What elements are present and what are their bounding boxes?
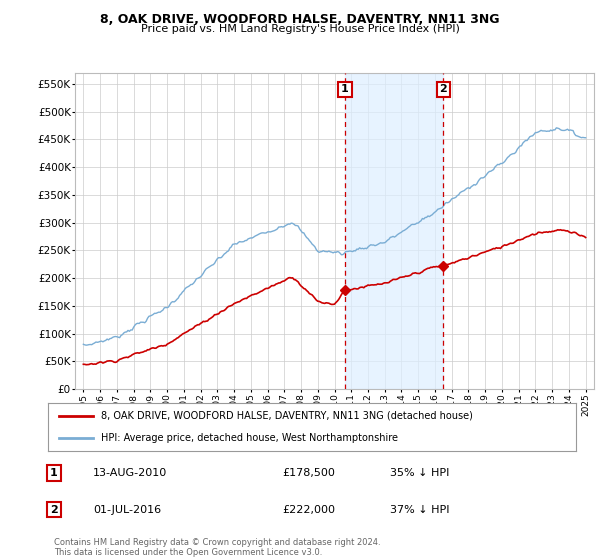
Bar: [345, 73, 443, 389]
Text: £222,000: £222,000: [282, 505, 335, 515]
Text: 8, OAK DRIVE, WOODFORD HALSE, DAVENTRY, NN11 3NG (detached house): 8, OAK DRIVE, WOODFORD HALSE, DAVENTRY, …: [101, 410, 473, 421]
Text: 37% ↓ HPI: 37% ↓ HPI: [390, 505, 449, 515]
Text: 2: 2: [50, 505, 58, 515]
Text: 1: 1: [341, 85, 349, 95]
Text: 01-JUL-2016: 01-JUL-2016: [93, 505, 161, 515]
Text: £178,500: £178,500: [282, 468, 335, 478]
Text: 8, OAK DRIVE, WOODFORD HALSE, DAVENTRY, NN11 3NG: 8, OAK DRIVE, WOODFORD HALSE, DAVENTRY, …: [100, 13, 500, 26]
Text: 1: 1: [50, 468, 58, 478]
Text: HPI: Average price, detached house, West Northamptonshire: HPI: Average price, detached house, West…: [101, 433, 398, 444]
Text: Contains HM Land Registry data © Crown copyright and database right 2024.
This d: Contains HM Land Registry data © Crown c…: [54, 538, 380, 557]
Text: Price paid vs. HM Land Registry's House Price Index (HPI): Price paid vs. HM Land Registry's House …: [140, 24, 460, 34]
Text: 2: 2: [439, 85, 447, 95]
Text: 13-AUG-2010: 13-AUG-2010: [93, 468, 167, 478]
Text: 35% ↓ HPI: 35% ↓ HPI: [390, 468, 449, 478]
